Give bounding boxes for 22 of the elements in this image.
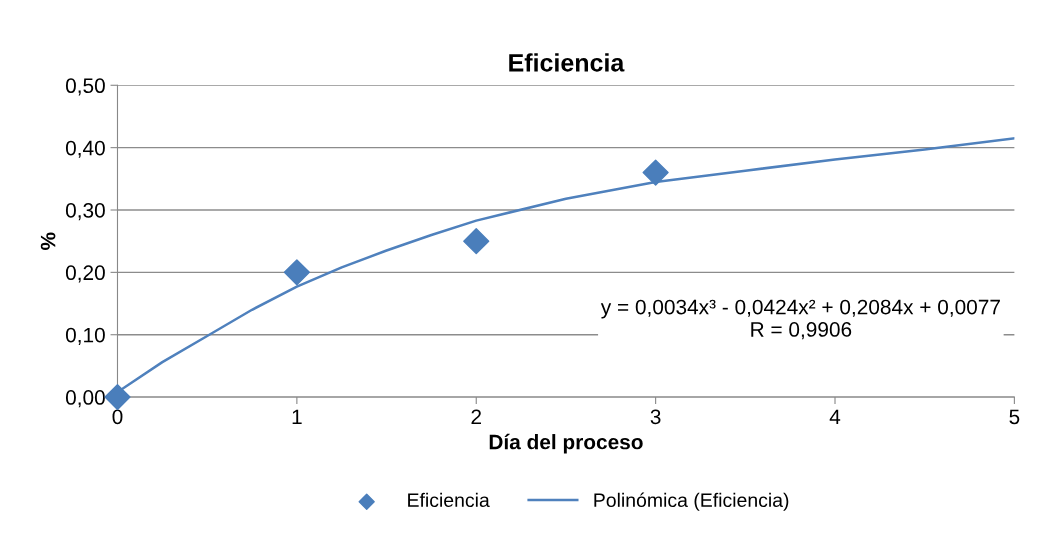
y-tick-label: 0,50 <box>65 78 105 96</box>
legend-label: Polinómica (Eficiencia) <box>594 492 789 511</box>
legend-label: Eficiencia <box>408 492 490 508</box>
y-axis-title: % <box>40 232 56 250</box>
point <box>642 159 669 186</box>
y-tick-label: 0,30 <box>65 203 105 221</box>
y-tick-label: 0,10 <box>65 327 105 345</box>
x-tick-label: 3 <box>650 409 661 425</box>
y-tick-label: 0,40 <box>65 140 105 158</box>
y-tick-label: 0,00 <box>65 390 105 408</box>
x-tick-label: 4 <box>829 409 841 424</box>
annotation: y = 0,0034x³ - 0,0424x² + 0,2084x + 0,0077 R = 0,9906 <box>600 299 1000 340</box>
chart-title: Eficiencia <box>509 53 625 72</box>
x-tick-label: 5 <box>1009 409 1020 425</box>
y-tick-label: 0,20 <box>65 265 105 283</box>
x-tick-label: 1 <box>292 409 302 424</box>
x-tick-label: 2 <box>471 409 481 424</box>
point <box>104 383 131 411</box>
point <box>463 228 490 255</box>
x-tick-label: 0 <box>112 409 123 425</box>
point <box>283 259 310 286</box>
x-axis-title: Día del proceso <box>489 433 643 454</box>
